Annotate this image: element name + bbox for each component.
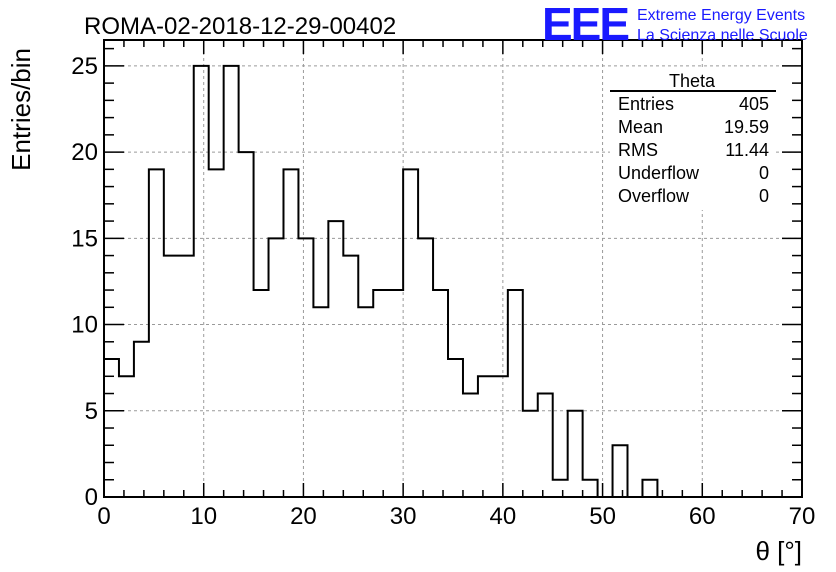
histogram-bin [642,480,657,497]
stats-row-label: Underflow [618,163,700,183]
y-tick-labels: 0 5 10 15 20 25 [71,53,98,511]
histogram-bin [418,238,433,497]
histogram-bin [553,480,568,497]
histogram-bin [134,342,149,497]
histogram-bin [209,169,224,497]
x-tick-label: 30 [390,503,417,530]
plot-frame [103,39,803,498]
histogram-bin [119,376,134,497]
axis-ticks [103,40,803,498]
histogram-bin [254,290,269,497]
histogram-bin [403,169,418,497]
histogram-bin [613,445,628,497]
y-tick-label: 0 [85,484,98,511]
stats-row-value: 0 [759,163,769,183]
histogram-bin [463,394,478,497]
histogram-bin [179,256,194,497]
eee-logo-mark: EEE [542,0,628,50]
y-tick-label: 25 [71,53,98,80]
histogram-bin [239,152,254,497]
stats-box: Theta Entries 405 Mean 19.59 RMS 11.44 Underfl… [610,70,776,210]
x-tick-label: 70 [789,503,816,530]
histogram-bin [538,394,553,497]
histogram-bin [224,66,239,497]
x-tick-label: 10 [190,503,217,530]
stats-row-label: Overflow [618,186,690,206]
x-tick-label: 20 [290,503,317,530]
stats-row-value: 19.59 [724,117,769,137]
y-tick-label: 10 [71,312,98,339]
histogram-bin [194,66,209,497]
histogram-bin [343,256,358,497]
histogram-bin [523,411,538,497]
histogram-bin [298,238,313,497]
x-tick-label: 50 [589,503,616,530]
stats-row-label: Mean [618,117,663,137]
histogram-bin [283,169,298,497]
y-axis-label: Entries/bin [6,48,36,171]
y-tick-label: 15 [71,225,98,252]
histogram-bin [313,307,328,497]
stats-row-label: Entries [618,94,674,114]
chart-title: ROMA-02-2018-12-29-00402 [84,13,396,40]
x-axis-label: θ [°] [755,536,802,566]
stats-row-value: 11.44 [725,140,769,160]
x-tick-label: 0 [97,503,110,530]
x-tick-label: 60 [689,503,716,530]
histogram-bin [493,376,508,497]
x-tick-labels: 0 10 20 30 40 50 60 70 [97,503,815,530]
histogram-bin [269,238,284,497]
histogram-bin [149,169,164,497]
histogram-bin [164,256,179,497]
stats-row-value: 405 [739,94,769,114]
histogram-bins [104,66,657,497]
histogram-bin [388,290,403,497]
histogram-bin [568,411,583,497]
stats-box-title: Theta [669,71,716,91]
histogram-bin [433,290,448,497]
histogram-bin [478,376,493,497]
y-tick-label: 5 [85,398,98,425]
histogram-bin [328,221,343,497]
histogram-outline [103,64,673,498]
histogram-bin [358,307,373,497]
grid-lines [104,40,802,497]
histogram-bin [373,290,388,497]
y-tick-label: 20 [71,139,98,166]
eee-logo: EEE Extreme Energy Events La Scienza nel… [542,0,808,50]
x-tick-label: 40 [490,503,517,530]
histogram-bin [448,359,463,497]
histogram-bin [583,480,598,497]
stats-row-value: 0 [759,186,769,206]
histogram-bin [508,290,523,497]
stats-box-rows: Entries 405 Mean 19.59 RMS 11.44 Underflow 0 Ove… [618,94,769,206]
eee-logo-line1: Extreme Energy Events [637,7,805,24]
stats-box-background [610,70,776,210]
eee-logo-line2: La Scienza nelle Scuole [637,27,808,44]
stats-row-label: RMS [618,140,658,160]
